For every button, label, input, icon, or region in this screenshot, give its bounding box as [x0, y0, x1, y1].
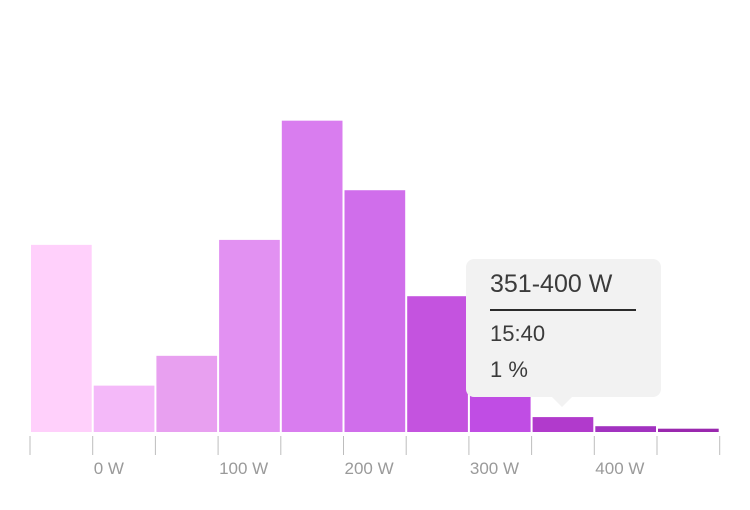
tooltip-time: 15:40: [490, 321, 546, 346]
histogram-bar[interactable]: [93, 385, 155, 432]
tick-label: 0 W: [94, 459, 124, 478]
histogram-bar[interactable]: [31, 244, 92, 432]
histogram-bar[interactable]: [532, 417, 594, 432]
histogram-bar[interactable]: [407, 296, 468, 432]
tooltip-title: 351-400 W: [490, 269, 636, 311]
histogram-bar[interactable]: [658, 428, 719, 432]
histogram-bar[interactable]: [344, 190, 406, 432]
tick-label: 200 W: [345, 459, 394, 478]
histogram-bar[interactable]: [219, 239, 280, 432]
tick-label: 400 W: [595, 459, 644, 478]
x-axis: 0 W 100 W 200 W 300 W 400 W: [29, 436, 721, 478]
tick-label: 300 W: [470, 459, 519, 478]
histogram-bar[interactable]: [281, 120, 343, 432]
tooltip-percent: 1 %: [490, 357, 528, 382]
histogram-bar[interactable]: [595, 426, 656, 432]
tooltip: 351-400 W 15:40 1 %: [466, 259, 661, 407]
histogram-bar[interactable]: [156, 355, 218, 432]
tick-label: 100 W: [219, 459, 268, 478]
bars-group: [31, 120, 719, 432]
